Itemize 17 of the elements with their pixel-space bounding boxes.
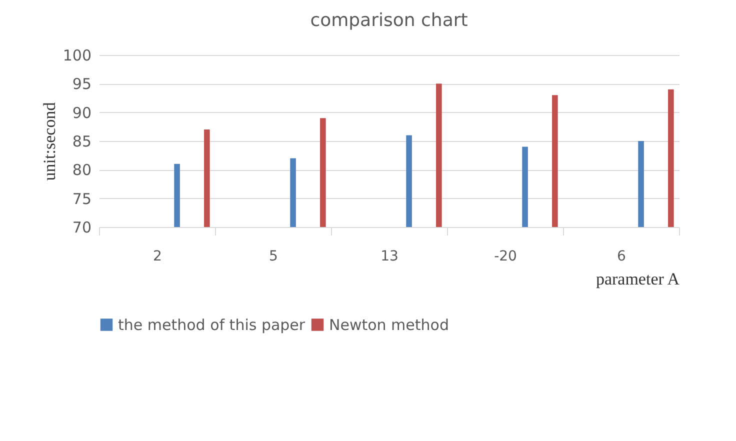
y-tick-label: 70 xyxy=(72,218,92,236)
x-tick-label: -20 xyxy=(494,248,517,264)
y-tick-label: 95 xyxy=(72,75,92,94)
x-tick-label: 13 xyxy=(380,248,398,264)
y-tick-label: 90 xyxy=(72,104,92,122)
x-tick-label: 2 xyxy=(153,248,162,264)
x-tick-label: 6 xyxy=(617,248,626,264)
legend-label: the method of this paper xyxy=(118,316,306,334)
y-tick-label: 85 xyxy=(72,132,92,150)
chart-title: comparison chart xyxy=(310,10,468,31)
y-axis-title: unit:second xyxy=(40,102,59,181)
y-tick-label: 80 xyxy=(72,161,92,180)
y-tick-label: 100 xyxy=(62,46,92,64)
x-tick-label: 5 xyxy=(269,248,278,264)
y-tick-label: 75 xyxy=(72,190,92,208)
x-axis-title: parameter A xyxy=(596,270,680,288)
legend-label: Newton method xyxy=(329,316,449,334)
